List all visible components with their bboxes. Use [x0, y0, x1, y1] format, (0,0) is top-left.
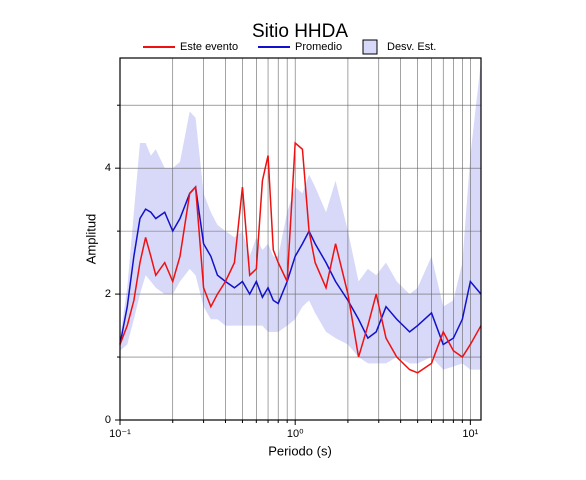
series-line: [119, 185, 482, 346]
legend-label: Desv. Est.: [387, 41, 436, 53]
x-tick-label: 10⁻¹: [109, 428, 131, 440]
legend-swatch: [362, 39, 378, 55]
x-axis-label: Periodo (s): [268, 443, 332, 458]
y-tick-label: 2: [105, 288, 111, 300]
legend-label: Este evento: [180, 41, 238, 53]
std-band: [120, 61, 481, 370]
chart-title: Sitio HHDA: [252, 21, 348, 42]
y-axis-label: Amplitud: [83, 214, 98, 265]
series-line: [119, 141, 482, 374]
y-tick-label: 0: [105, 414, 111, 426]
x-tick-label: 10⁰: [287, 428, 304, 440]
y-tick-label: 4: [105, 162, 111, 174]
plot-frame: [119, 57, 482, 421]
legend-label: Promedio: [295, 41, 342, 53]
x-tick-label: 10¹: [462, 428, 478, 440]
